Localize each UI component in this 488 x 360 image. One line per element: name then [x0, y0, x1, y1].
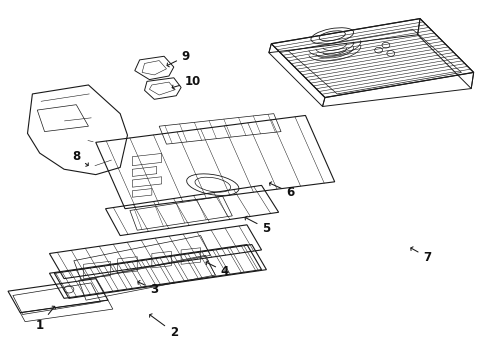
- Text: 5: 5: [244, 216, 270, 235]
- Text: 6: 6: [269, 182, 294, 199]
- Text: 10: 10: [172, 75, 201, 89]
- Text: 9: 9: [167, 50, 190, 67]
- Text: 4: 4: [205, 261, 229, 278]
- Text: 8: 8: [72, 150, 88, 166]
- Text: 7: 7: [410, 247, 430, 264]
- Text: 3: 3: [138, 280, 158, 296]
- Text: 1: 1: [36, 306, 55, 332]
- Text: 2: 2: [149, 314, 178, 339]
